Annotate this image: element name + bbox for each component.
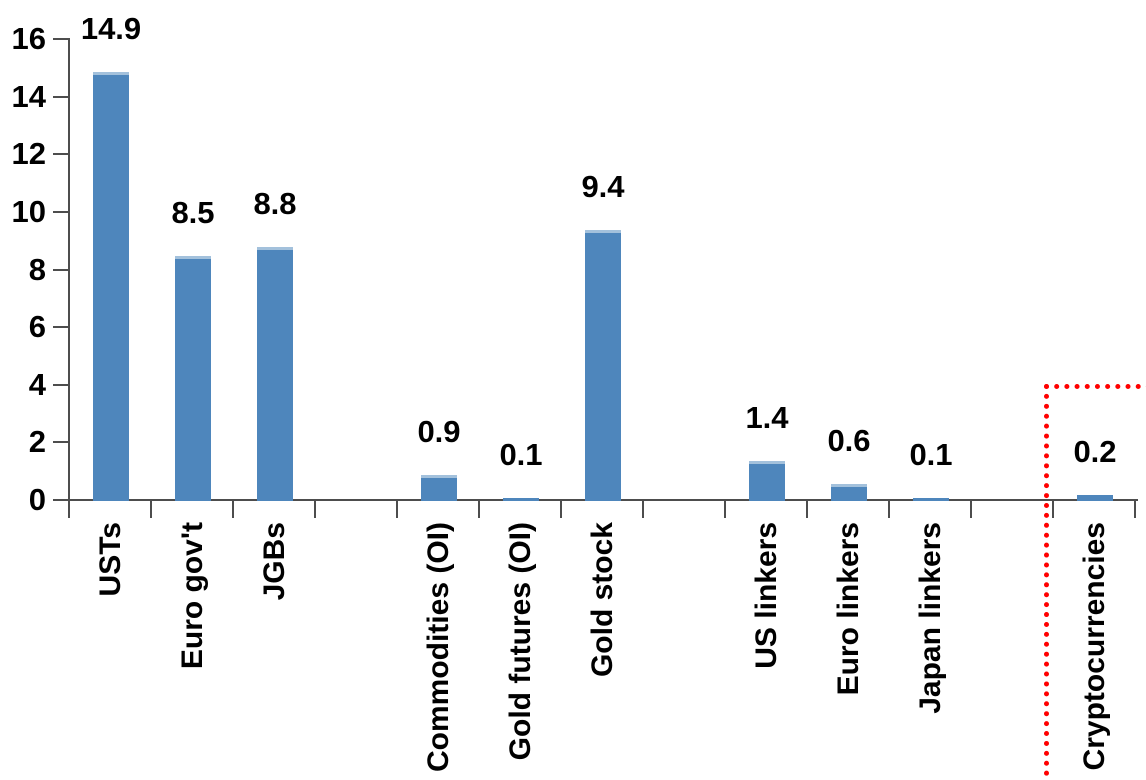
y-axis-tick [53,384,70,386]
bar-value-label: 0.1 [499,437,543,472]
bar-value-label: 0.9 [417,414,461,449]
bar-cryptocurrencies [1077,495,1113,501]
y-axis-tick [53,326,70,328]
category-label: Gold stock [586,522,619,678]
y-axis-tick-label: 6 [28,309,46,344]
category-label: US linkers [750,522,783,669]
bar-jgbs [257,247,293,501]
x-axis-tick [888,501,890,518]
category-label: USTs [94,522,127,597]
category-label: Cryptocurrencies [1078,522,1111,771]
category-label: Euro linkers [832,522,865,696]
bar-euro-linkers [831,484,867,501]
y-axis-line [68,40,70,503]
y-axis-tick [53,96,70,98]
y-axis-tick [53,211,70,213]
bar-gold-stock [585,230,621,501]
x-axis-tick [150,501,152,518]
bar-value-label: 14.9 [80,11,142,46]
bar-value-label: 8.8 [253,186,297,221]
bar-commodities-oi [421,475,457,501]
y-axis-tick [53,269,70,271]
category-label: Gold futures (OI) [504,522,537,761]
bar-value-label: 0.2 [1073,434,1117,469]
category-label: Commodities (OI) [422,522,455,773]
x-axis-tick [68,501,70,518]
y-axis-tick-label: 2 [28,424,46,459]
x-axis-tick [642,501,644,518]
x-axis-tick [314,501,316,518]
y-axis-tick [53,441,70,443]
y-axis-tick-label: 8 [28,252,46,287]
x-axis-tick [1052,501,1054,518]
bar-value-label: 9.4 [581,169,625,204]
bar-value-label: 0.1 [909,437,953,472]
bar-gold-futures-oi [503,498,539,501]
x-axis-tick [970,501,972,518]
bar-value-label: 0.6 [827,423,871,458]
y-axis-tick [53,153,70,155]
bar-usts [93,72,129,501]
bar-euro-gov-t [175,256,211,501]
y-axis-tick-label: 12 [11,136,46,171]
x-axis-tick [724,501,726,518]
y-axis-tick-label: 16 [11,21,46,56]
x-axis-tick [1134,501,1136,518]
category-label: Euro gov't [176,522,209,670]
y-axis-tick [53,38,70,40]
y-axis-tick [53,499,70,501]
x-axis-tick [560,501,562,518]
x-axis-tick [478,501,480,518]
bar-us-linkers [749,461,785,501]
y-axis-tick-label: 14 [11,79,46,114]
y-axis-tick-label: 4 [28,367,46,402]
x-axis-tick [396,501,398,518]
x-axis-tick [806,501,808,518]
bar-japan-linkers [913,498,949,501]
bar-value-label: 8.5 [171,195,215,230]
y-axis-tick-label: 10 [11,194,46,229]
category-label: JGBs [258,522,291,601]
bar-value-label: 1.4 [745,400,789,435]
x-axis-tick [232,501,234,518]
y-axis-tick-label: 0 [28,482,46,517]
category-label: Japan linkers [914,522,947,714]
